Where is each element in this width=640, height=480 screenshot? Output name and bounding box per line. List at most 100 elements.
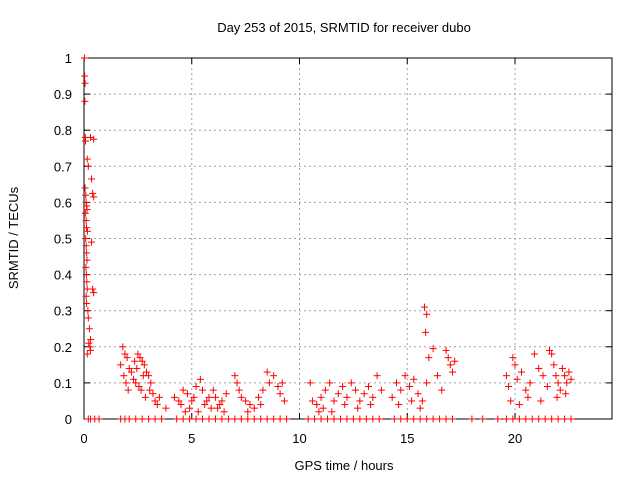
data-point — [81, 209, 89, 217]
data-point — [403, 415, 411, 423]
data-point — [526, 379, 534, 387]
data-point — [218, 415, 226, 423]
data-point — [336, 415, 344, 423]
data-point — [425, 354, 433, 362]
data-point — [89, 285, 97, 293]
data-point — [274, 383, 282, 391]
data-point — [360, 390, 368, 398]
data-point — [554, 415, 562, 423]
data-point — [136, 354, 144, 362]
data-point — [90, 289, 98, 297]
data-point — [416, 404, 424, 412]
data-point — [90, 135, 98, 143]
data-point — [81, 184, 89, 192]
points-layer — [80, 54, 575, 423]
data-point — [392, 379, 400, 387]
data-point — [190, 393, 198, 401]
data-point — [315, 408, 323, 416]
data-point — [543, 383, 551, 391]
x-tick-label: 5 — [188, 431, 195, 446]
data-point — [201, 401, 209, 409]
data-point — [278, 379, 286, 387]
data-point — [317, 415, 325, 423]
data-point — [528, 415, 536, 423]
data-point — [86, 133, 94, 141]
data-point — [354, 404, 362, 412]
y-axis-label: SRMTID / TECUs — [6, 186, 21, 289]
data-point — [548, 415, 556, 423]
data-point — [132, 379, 140, 387]
data-point — [82, 242, 90, 250]
data-point — [211, 415, 219, 423]
data-point — [449, 415, 457, 423]
data-point — [83, 224, 91, 232]
data-point — [561, 415, 569, 423]
data-point — [334, 390, 342, 398]
data-point — [408, 397, 416, 405]
chart-title: Day 253 of 2015, SRMTID for receiver dub… — [217, 20, 471, 35]
data-point — [362, 415, 370, 423]
data-point — [141, 393, 149, 401]
data-point — [416, 415, 424, 423]
data-point — [146, 386, 154, 394]
data-point — [83, 299, 91, 307]
data-point — [352, 386, 360, 394]
data-point — [259, 386, 267, 394]
data-point — [121, 350, 129, 358]
data-point — [211, 393, 219, 401]
x-tick-label: 10 — [292, 431, 306, 446]
data-point — [438, 386, 446, 394]
data-point — [84, 162, 92, 170]
data-point — [224, 415, 232, 423]
data-point — [565, 368, 573, 376]
data-point — [397, 386, 405, 394]
data-point — [123, 354, 131, 362]
data-point — [395, 401, 403, 409]
data-point — [479, 415, 487, 423]
y-tick-label: 0 — [65, 412, 72, 427]
data-point — [244, 408, 252, 416]
data-point — [276, 390, 284, 398]
data-point — [468, 415, 476, 423]
data-point — [81, 97, 89, 105]
data-point — [138, 357, 146, 365]
data-point — [304, 415, 312, 423]
data-point — [90, 193, 98, 201]
data-point — [137, 386, 145, 394]
data-point — [442, 415, 450, 423]
data-point — [120, 372, 128, 380]
data-point — [444, 354, 452, 362]
data-point — [330, 397, 338, 405]
data-point — [242, 397, 250, 405]
data-point — [567, 375, 575, 383]
data-point — [505, 383, 513, 391]
x-tick-label: 0 — [80, 431, 87, 446]
data-point — [82, 271, 90, 279]
data-point — [147, 379, 155, 387]
data-point — [321, 386, 329, 394]
y-tick-label: 0.9 — [54, 87, 72, 102]
data-point — [151, 415, 159, 423]
data-point — [308, 397, 316, 405]
data-point — [280, 397, 288, 405]
data-point — [124, 386, 132, 394]
data-point — [451, 357, 459, 365]
data-point — [83, 278, 91, 286]
data-point — [134, 350, 142, 358]
x-tick-label: 15 — [400, 431, 414, 446]
data-point — [423, 379, 431, 387]
data-point — [237, 393, 245, 401]
data-point — [192, 383, 200, 391]
data-point — [517, 368, 525, 376]
data-point — [410, 375, 418, 383]
data-point — [205, 393, 213, 401]
data-point — [548, 350, 556, 358]
data-point — [349, 415, 357, 423]
data-point — [207, 404, 215, 412]
data-point — [377, 386, 385, 394]
data-point — [127, 368, 135, 376]
data-point — [117, 361, 125, 369]
data-point — [446, 361, 454, 369]
data-point — [556, 386, 564, 394]
data-point — [95, 415, 103, 423]
